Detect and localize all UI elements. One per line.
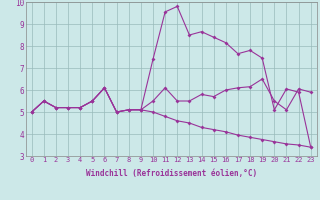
X-axis label: Windchill (Refroidissement éolien,°C): Windchill (Refroidissement éolien,°C)	[86, 169, 257, 178]
